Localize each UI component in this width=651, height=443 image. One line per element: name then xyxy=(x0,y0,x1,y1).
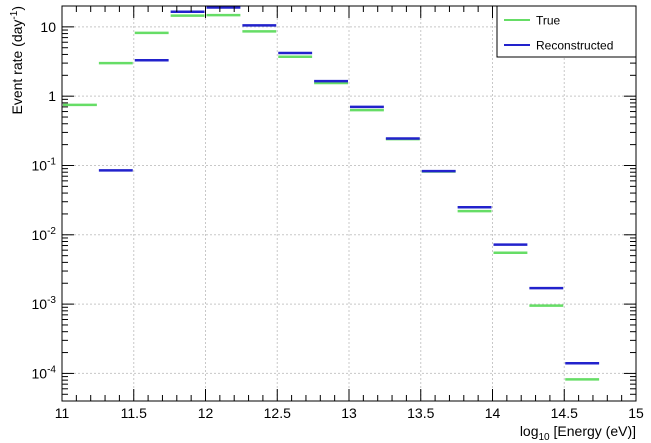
legend-label-true: True xyxy=(536,14,561,28)
y-axis-title-close: ) xyxy=(9,6,25,11)
y-axis-title-superscript: -1 xyxy=(9,10,20,19)
series-reconstructed xyxy=(98,6,600,365)
x-tick-label: 12 xyxy=(198,405,214,421)
axes: 11 11.5 12 12.5 13 13.5 14 14.5 15 10-4 10-3 10-2 10… xyxy=(32,6,644,421)
legend-label-reconstructed: Reconstructed xyxy=(536,39,613,53)
x-axis-title: log10 [Energy (eV)] xyxy=(520,423,636,443)
series-true xyxy=(63,13,600,381)
y-tick-label: 10-2 xyxy=(32,226,57,243)
y-axis-title-main: Event rate (day xyxy=(9,20,25,115)
y-tick-label: 1 xyxy=(48,88,56,104)
x-tick-label: 14.5 xyxy=(551,405,578,421)
y-axis-title: Event rate (day-1) xyxy=(9,6,25,115)
grid xyxy=(62,6,636,401)
legend-box xyxy=(496,5,637,58)
data-series xyxy=(63,6,600,381)
x-tick-label: 14 xyxy=(485,405,501,421)
x-tick-label: 12.5 xyxy=(264,405,291,421)
legend: True Reconstructed xyxy=(496,5,637,58)
x-tick-label: 11 xyxy=(55,405,70,421)
x-tick-label: 13 xyxy=(341,405,357,421)
y-tick-label: 10 xyxy=(40,19,56,35)
y-tick-label: 10-4 xyxy=(32,364,57,381)
x-axis-title-suffix: [Energy (eV)] xyxy=(550,423,636,439)
x-tick-label: 15 xyxy=(628,405,644,421)
x-tick-label: 13.5 xyxy=(407,405,434,421)
y-tick-label: 10-3 xyxy=(32,295,57,312)
x-tick-label: 11.5 xyxy=(121,405,147,421)
x-axis-title-prefix: log xyxy=(520,423,539,439)
x-axis-title-subscript: 10 xyxy=(539,432,551,443)
y-tick-label: 10-1 xyxy=(32,156,57,173)
